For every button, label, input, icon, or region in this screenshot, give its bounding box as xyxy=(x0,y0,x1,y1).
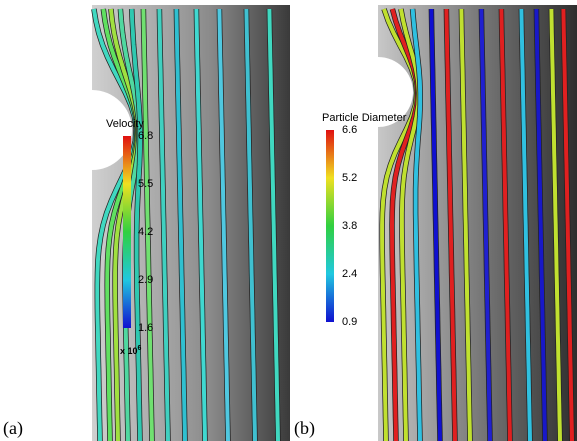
streamline xyxy=(217,8,230,441)
colorbar-title: Velocity xyxy=(106,118,144,130)
streamline xyxy=(499,8,512,441)
panel-label: (a) xyxy=(3,418,23,439)
panel-label: (b) xyxy=(294,418,315,439)
colorbar xyxy=(326,130,334,322)
cylinder-cutout xyxy=(52,90,132,170)
streamline xyxy=(129,8,143,441)
colorbar xyxy=(123,136,131,328)
streamline xyxy=(479,8,492,441)
colorbar-tick-label: 1.6 xyxy=(138,322,153,334)
streamline xyxy=(141,8,154,441)
streamline xyxy=(157,8,170,441)
colorbar-tick-label: 2.4 xyxy=(342,268,357,280)
colorbar-tick-label: 6.6 xyxy=(342,124,357,136)
colorbar-tick-label: 0.9 xyxy=(342,316,357,328)
streamline xyxy=(459,8,472,441)
streamline xyxy=(194,8,207,441)
colorbar-tick-label: 5.2 xyxy=(342,172,357,184)
streamline xyxy=(519,8,532,441)
colorbar-tick-label: 4.2 xyxy=(138,226,153,238)
streamline xyxy=(561,8,574,441)
colorbar-tick-label: 2.9 xyxy=(138,274,153,286)
streamline xyxy=(101,8,140,441)
colorbar-title: Particle Diameter xyxy=(322,112,407,124)
streamline xyxy=(534,8,547,441)
streamline xyxy=(244,8,257,441)
streamline xyxy=(410,8,423,441)
cylinder-cutout xyxy=(343,57,413,127)
streamline xyxy=(174,8,187,441)
streamline xyxy=(444,8,457,441)
streamline xyxy=(429,8,442,441)
colorbar-tick-label: 6.8 xyxy=(138,130,153,142)
streamline xyxy=(91,8,139,441)
streamline xyxy=(108,8,140,441)
colorbar-tick-label: 5.5 xyxy=(138,178,153,190)
streamline xyxy=(549,8,562,441)
colorbar-multiplier: x 106 xyxy=(120,345,142,357)
streamline xyxy=(267,8,280,441)
colorbar-tick-label: 3.8 xyxy=(342,220,357,232)
panel-b-background xyxy=(378,5,577,441)
